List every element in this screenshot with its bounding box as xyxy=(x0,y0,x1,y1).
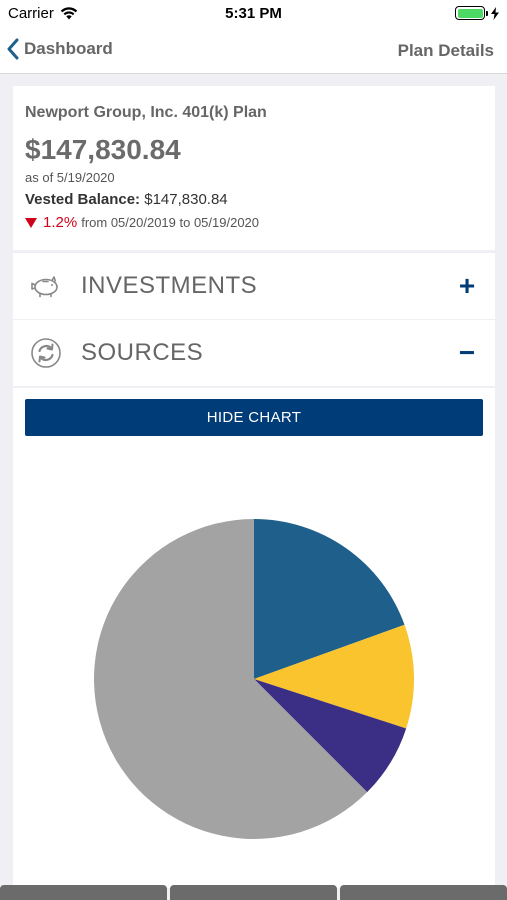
sources-label: SOURCES xyxy=(81,339,204,366)
wifi-icon xyxy=(60,7,78,20)
vested-balance: Vested Balance: $147,830.84 xyxy=(25,191,483,208)
pie-slice-2[interactable] xyxy=(254,624,414,729)
carrier-label: Carrier xyxy=(8,5,54,22)
back-button[interactable]: Dashboard xyxy=(6,38,113,60)
sources-pie-chart xyxy=(94,519,414,839)
expand-investments-button[interactable]: + xyxy=(458,270,476,301)
status-bar: Carrier 5:31 PM xyxy=(0,0,507,28)
piggy-bank-icon xyxy=(29,269,63,303)
sources-chart-card: HIDE CHART xyxy=(13,388,495,888)
investments-section[interactable]: INVESTMENTS + xyxy=(13,253,495,319)
change-percent: 1.2% xyxy=(43,214,78,231)
chevron-left-icon xyxy=(7,38,19,60)
plan-balance: $147,830.84 xyxy=(25,134,181,165)
change-range: from 05/20/2019 to 05/19/2020 xyxy=(81,215,260,230)
charging-bolt-icon xyxy=(491,6,499,20)
collapse-sources-button[interactable]: − xyxy=(458,337,476,368)
hide-chart-button[interactable]: HIDE CHART xyxy=(25,399,483,436)
investments-label: INVESTMENTS xyxy=(81,272,258,299)
refresh-cycle-icon xyxy=(29,336,63,370)
plan-name: Newport Group, Inc. 401(k) Plan xyxy=(25,104,267,121)
battery-fill xyxy=(457,8,483,18)
pie-slice-4[interactable] xyxy=(94,519,368,839)
bottom-tab-bar xyxy=(0,885,507,900)
down-triangle-icon xyxy=(25,217,37,228)
status-time: 5:31 PM xyxy=(225,5,282,22)
plan-details-button[interactable]: Plan Details xyxy=(397,41,494,60)
battery-icon xyxy=(455,6,499,20)
vested-balance-value: $147,830.84 xyxy=(144,191,228,208)
navigation-bar: Dashboard Plan Details xyxy=(0,28,507,74)
balance-change: 1.2% from 05/20/2019 to 05/19/2020 xyxy=(25,214,483,231)
back-button-label: Dashboard xyxy=(24,39,113,58)
bottom-tab-1[interactable] xyxy=(0,885,167,900)
pie-slice-3[interactable] xyxy=(254,679,407,793)
vested-balance-label: Vested Balance: xyxy=(25,191,141,208)
as-of-date: as of 5/19/2020 xyxy=(25,170,115,185)
carrier-indicator: Carrier xyxy=(8,5,78,22)
plan-summary-card: Newport Group, Inc. 401(k) Plan $147,830… xyxy=(13,86,495,250)
pie-slice-1[interactable] xyxy=(254,519,405,679)
bottom-tab-2[interactable] xyxy=(170,885,337,900)
sources-section[interactable]: SOURCES − xyxy=(13,320,495,386)
bottom-tab-3[interactable] xyxy=(340,885,507,900)
